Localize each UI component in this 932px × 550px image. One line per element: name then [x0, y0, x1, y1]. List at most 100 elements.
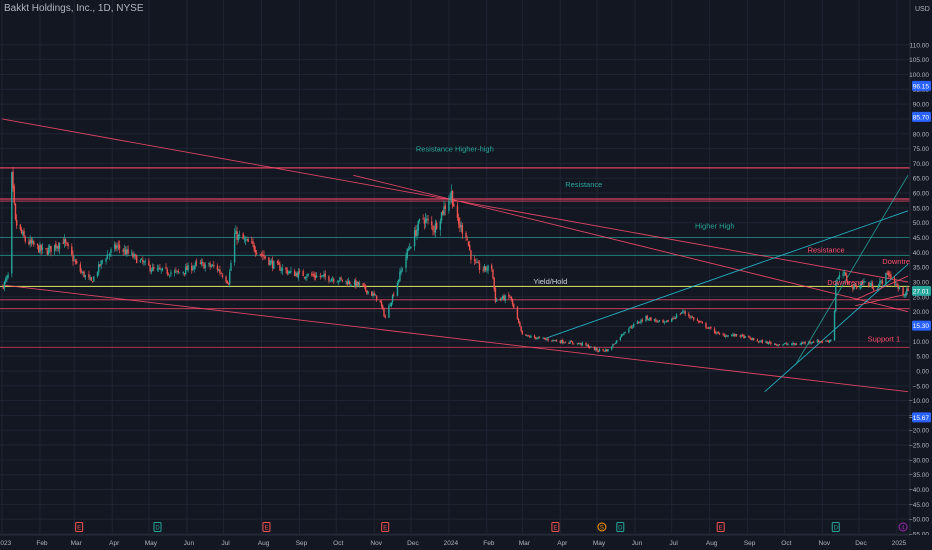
y-tick-label: 20.00	[913, 309, 930, 316]
x-tick-label: Sep	[744, 540, 756, 547]
candle-body	[422, 218, 424, 220]
candle-body	[853, 283, 855, 290]
candle-body	[93, 276, 95, 282]
candle-body	[817, 340, 820, 343]
candle-body	[170, 272, 172, 275]
annotation-label: Downtrend	[827, 278, 863, 287]
candle-body	[186, 266, 188, 270]
event-marker	[898, 522, 908, 532]
candle-body	[382, 305, 384, 309]
y-tick-label: 40.00	[913, 250, 930, 257]
candle-body	[519, 322, 521, 327]
candle-body	[713, 328, 716, 333]
candle-body	[444, 205, 446, 209]
annotation-label: Resistance	[808, 245, 845, 254]
candle-body	[487, 265, 489, 271]
candle-body	[855, 286, 858, 289]
candle-body	[547, 338, 549, 341]
candle-body	[808, 341, 810, 344]
candle-body	[675, 314, 678, 319]
event-marker-letter: E	[719, 525, 723, 531]
x-tick-label: Dec	[855, 540, 867, 547]
candle-body	[341, 279, 344, 282]
candle-body	[107, 254, 110, 256]
candle-body	[362, 283, 364, 286]
candle-body	[80, 271, 83, 273]
candle-body	[244, 239, 247, 241]
candle-body	[13, 186, 15, 204]
candle-body	[230, 263, 232, 271]
x-tick-label: 2025	[892, 540, 907, 547]
candle-body	[349, 281, 351, 285]
candle-body	[770, 342, 772, 345]
candle-body	[117, 244, 120, 246]
candle-body	[664, 321, 667, 323]
candle-body	[724, 335, 727, 337]
candle-body	[602, 349, 604, 351]
candle-body	[622, 334, 624, 336]
candle-body	[280, 269, 282, 271]
candle-body	[216, 265, 219, 271]
candle-body	[636, 321, 639, 324]
candle-body	[225, 276, 227, 282]
candle-body	[688, 313, 690, 317]
candle-body	[123, 249, 126, 251]
candle-body	[88, 274, 90, 278]
event-marker-letter: E	[77, 525, 81, 531]
event-marker	[831, 522, 840, 532]
candle-body	[252, 241, 254, 245]
candle-body	[706, 327, 708, 329]
candle-body	[193, 266, 195, 269]
candle-body	[260, 254, 263, 256]
candle-body	[906, 288, 908, 294]
candle-body	[639, 322, 641, 324]
candle-body	[543, 337, 546, 339]
candle-body	[459, 222, 461, 228]
candle-body	[804, 342, 806, 344]
candle-body	[126, 249, 128, 254]
candle-body	[24, 237, 26, 242]
event-marker	[716, 522, 725, 532]
candle-body	[204, 264, 206, 268]
candle-body	[473, 259, 476, 261]
trend-line	[794, 175, 909, 366]
candle-body	[313, 274, 315, 277]
candle-body	[345, 280, 347, 282]
candle-body	[416, 229, 418, 237]
candle-body	[768, 341, 771, 343]
candle-body	[353, 280, 356, 286]
candle-body	[590, 346, 592, 348]
candle-body	[276, 261, 279, 263]
candle-body	[696, 319, 699, 321]
candle-body	[127, 249, 129, 254]
candle-body	[876, 288, 879, 291]
candle-body	[229, 271, 231, 285]
candle-body	[757, 341, 760, 343]
candle-body	[323, 274, 325, 277]
candle-body	[813, 341, 815, 343]
y-tick-label: 25.00	[913, 294, 930, 301]
y-tick-label: −40.00	[909, 487, 929, 494]
y-tick-label: 35.00	[913, 265, 930, 272]
candle-body	[880, 280, 882, 282]
candle-body	[513, 304, 515, 308]
candle-body	[304, 277, 307, 279]
candle-body	[399, 271, 401, 281]
candle-body	[307, 273, 309, 276]
candle-body	[101, 260, 104, 262]
candle-body	[200, 262, 203, 264]
candle-body	[259, 253, 262, 255]
trend-line	[855, 275, 909, 301]
candle-body	[279, 264, 281, 271]
candle-body	[885, 272, 887, 285]
candle-body	[456, 205, 459, 218]
candle-body	[749, 337, 751, 339]
candle-body	[633, 323, 635, 327]
candle-body	[628, 328, 630, 333]
event-marker-letter: E	[383, 525, 387, 531]
candle-body	[554, 340, 557, 342]
candle-body	[595, 348, 597, 350]
candle-body	[468, 245, 471, 251]
candle-body	[624, 332, 626, 333]
